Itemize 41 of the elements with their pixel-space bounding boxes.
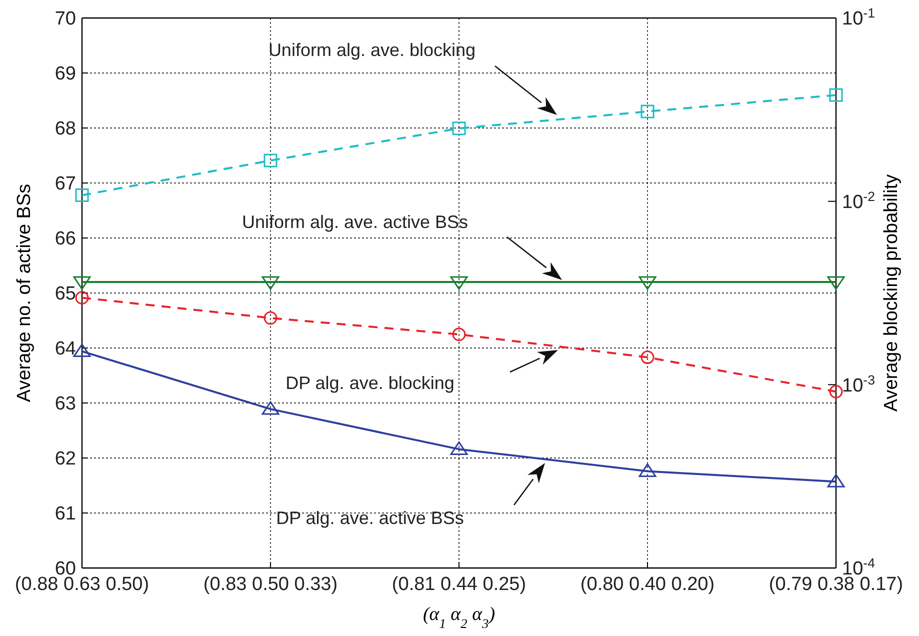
y-tick-label: 62 <box>54 448 76 470</box>
annotation: DP alg. ave. active BSs <box>276 508 464 528</box>
point <box>829 88 843 102</box>
point <box>262 276 280 290</box>
y-tick-label: 67 <box>54 174 76 195</box>
y-tick-label: 63 <box>54 394 76 415</box>
y2-tick-label: 10$^{-2}$ <box>842 188 875 213</box>
point <box>450 441 468 455</box>
point <box>638 463 656 477</box>
point <box>452 122 466 136</box>
x-tick-label: (0.81 0.44 0.25) <box>392 574 526 595</box>
point <box>827 276 845 290</box>
x-tick-label: (0.80 0.40 0.20) <box>580 574 715 595</box>
x-axis-title: (α$_{1}$ α$_{2}$ α$_{3}$) <box>422 604 496 630</box>
y-tick-label: 68 <box>54 118 76 140</box>
point <box>827 474 845 488</box>
point <box>640 350 654 364</box>
point <box>264 154 278 168</box>
annotation: Uniform alg. ave. blocking <box>268 40 476 60</box>
point <box>264 311 278 325</box>
y2-tick-label: 10$^{-3}$ <box>842 372 875 396</box>
point <box>638 276 656 290</box>
y2-tick-label: 10$^{-1}$ <box>842 5 875 30</box>
y-tick-label: 66 <box>54 228 76 250</box>
point <box>75 188 89 202</box>
y-tick-label: 70 <box>54 8 76 30</box>
annotation: Uniform alg. ave. active BSs <box>242 212 468 232</box>
x-tick-label: (0.83 0.50 0.33) <box>203 574 338 595</box>
y2-axis-title: Average blocking probability <box>881 174 902 412</box>
point <box>452 328 466 342</box>
y-tick-label: 61 <box>54 504 76 525</box>
y-tick-label: 69 <box>54 64 76 85</box>
point <box>640 104 654 118</box>
y-tick-label: 65 <box>54 284 76 305</box>
point <box>829 384 843 398</box>
point <box>450 276 468 290</box>
annotation: DP alg. ave. blocking <box>286 373 454 393</box>
point <box>262 401 280 415</box>
y-axis-title: Average no. of active BSs <box>14 184 35 402</box>
point <box>75 290 89 304</box>
y-tick-label: 64 <box>54 338 76 360</box>
